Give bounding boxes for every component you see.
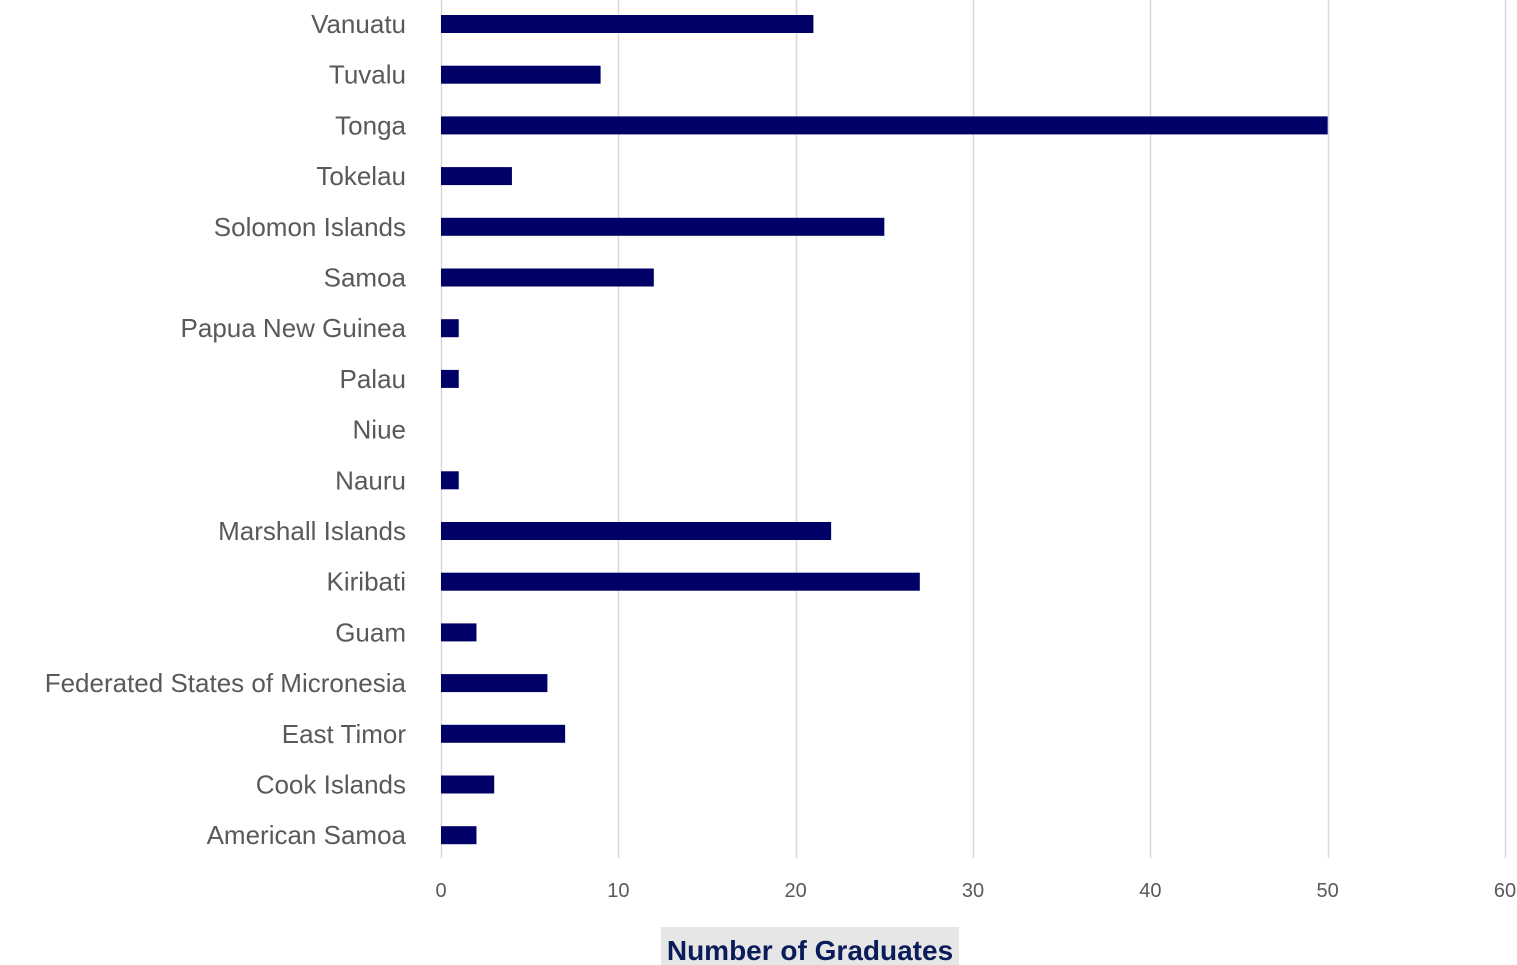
category-label: Palau xyxy=(340,364,407,394)
bar-samoa xyxy=(441,268,654,287)
x-tick-label: 50 xyxy=(1317,880,1339,902)
x-tick-labels: 0 10 20 30 40 50 60 xyxy=(435,880,1516,902)
x-tick-label: 10 xyxy=(607,880,629,902)
bar-federated-states-of-micronesia xyxy=(441,674,548,693)
bar-nauru xyxy=(441,471,459,490)
bar-tuvalu xyxy=(441,65,601,84)
bar-american-samoa xyxy=(441,826,477,845)
x-tick-label: 60 xyxy=(1494,880,1516,902)
category-label: Samoa xyxy=(324,263,407,293)
bar-palau xyxy=(441,369,459,388)
category-label: Tuvalu xyxy=(329,60,406,90)
bar-papua-new-guinea xyxy=(441,319,459,338)
category-label: Kiribati xyxy=(327,567,406,597)
gridlines xyxy=(440,0,1507,858)
bar-kiribati xyxy=(441,572,920,591)
category-label: Vanuatu xyxy=(311,9,406,39)
bar-tokelau xyxy=(441,167,512,186)
x-tick-label: 30 xyxy=(962,880,984,902)
category-label: Tokelau xyxy=(316,161,406,191)
category-label: Cook Islands xyxy=(256,770,406,800)
bar-tonga xyxy=(441,116,1328,135)
bar-cook-islands xyxy=(441,775,495,794)
bars xyxy=(441,15,1328,845)
bar-east-timor xyxy=(441,724,566,743)
x-tick-label: 0 xyxy=(435,880,446,902)
category-label: American Samoa xyxy=(207,820,407,850)
category-label: East Timor xyxy=(282,719,407,749)
category-label: Federated States of Micronesia xyxy=(45,668,407,698)
bar-marshall-islands xyxy=(441,522,832,540)
category-label: Marshall Islands xyxy=(218,516,406,546)
bar-solomon-islands xyxy=(441,217,885,236)
category-label: Papua New Guinea xyxy=(181,313,407,343)
category-label: Nauru xyxy=(335,465,406,495)
bar-vanuatu xyxy=(441,15,814,33)
bar-guam xyxy=(441,623,477,642)
category-label: Niue xyxy=(353,415,406,445)
x-tick-label: 40 xyxy=(1139,880,1161,902)
category-label: Tonga xyxy=(335,110,406,140)
x-tick-label: 20 xyxy=(785,880,807,902)
category-label: Guam xyxy=(335,617,406,647)
category-label: Solomon Islands xyxy=(214,212,406,242)
category-labels: Vanuatu Tuvalu Tonga Tokelau Solomon Islands… xyxy=(45,9,407,850)
x-axis-title: Number of Graduates xyxy=(661,927,959,965)
